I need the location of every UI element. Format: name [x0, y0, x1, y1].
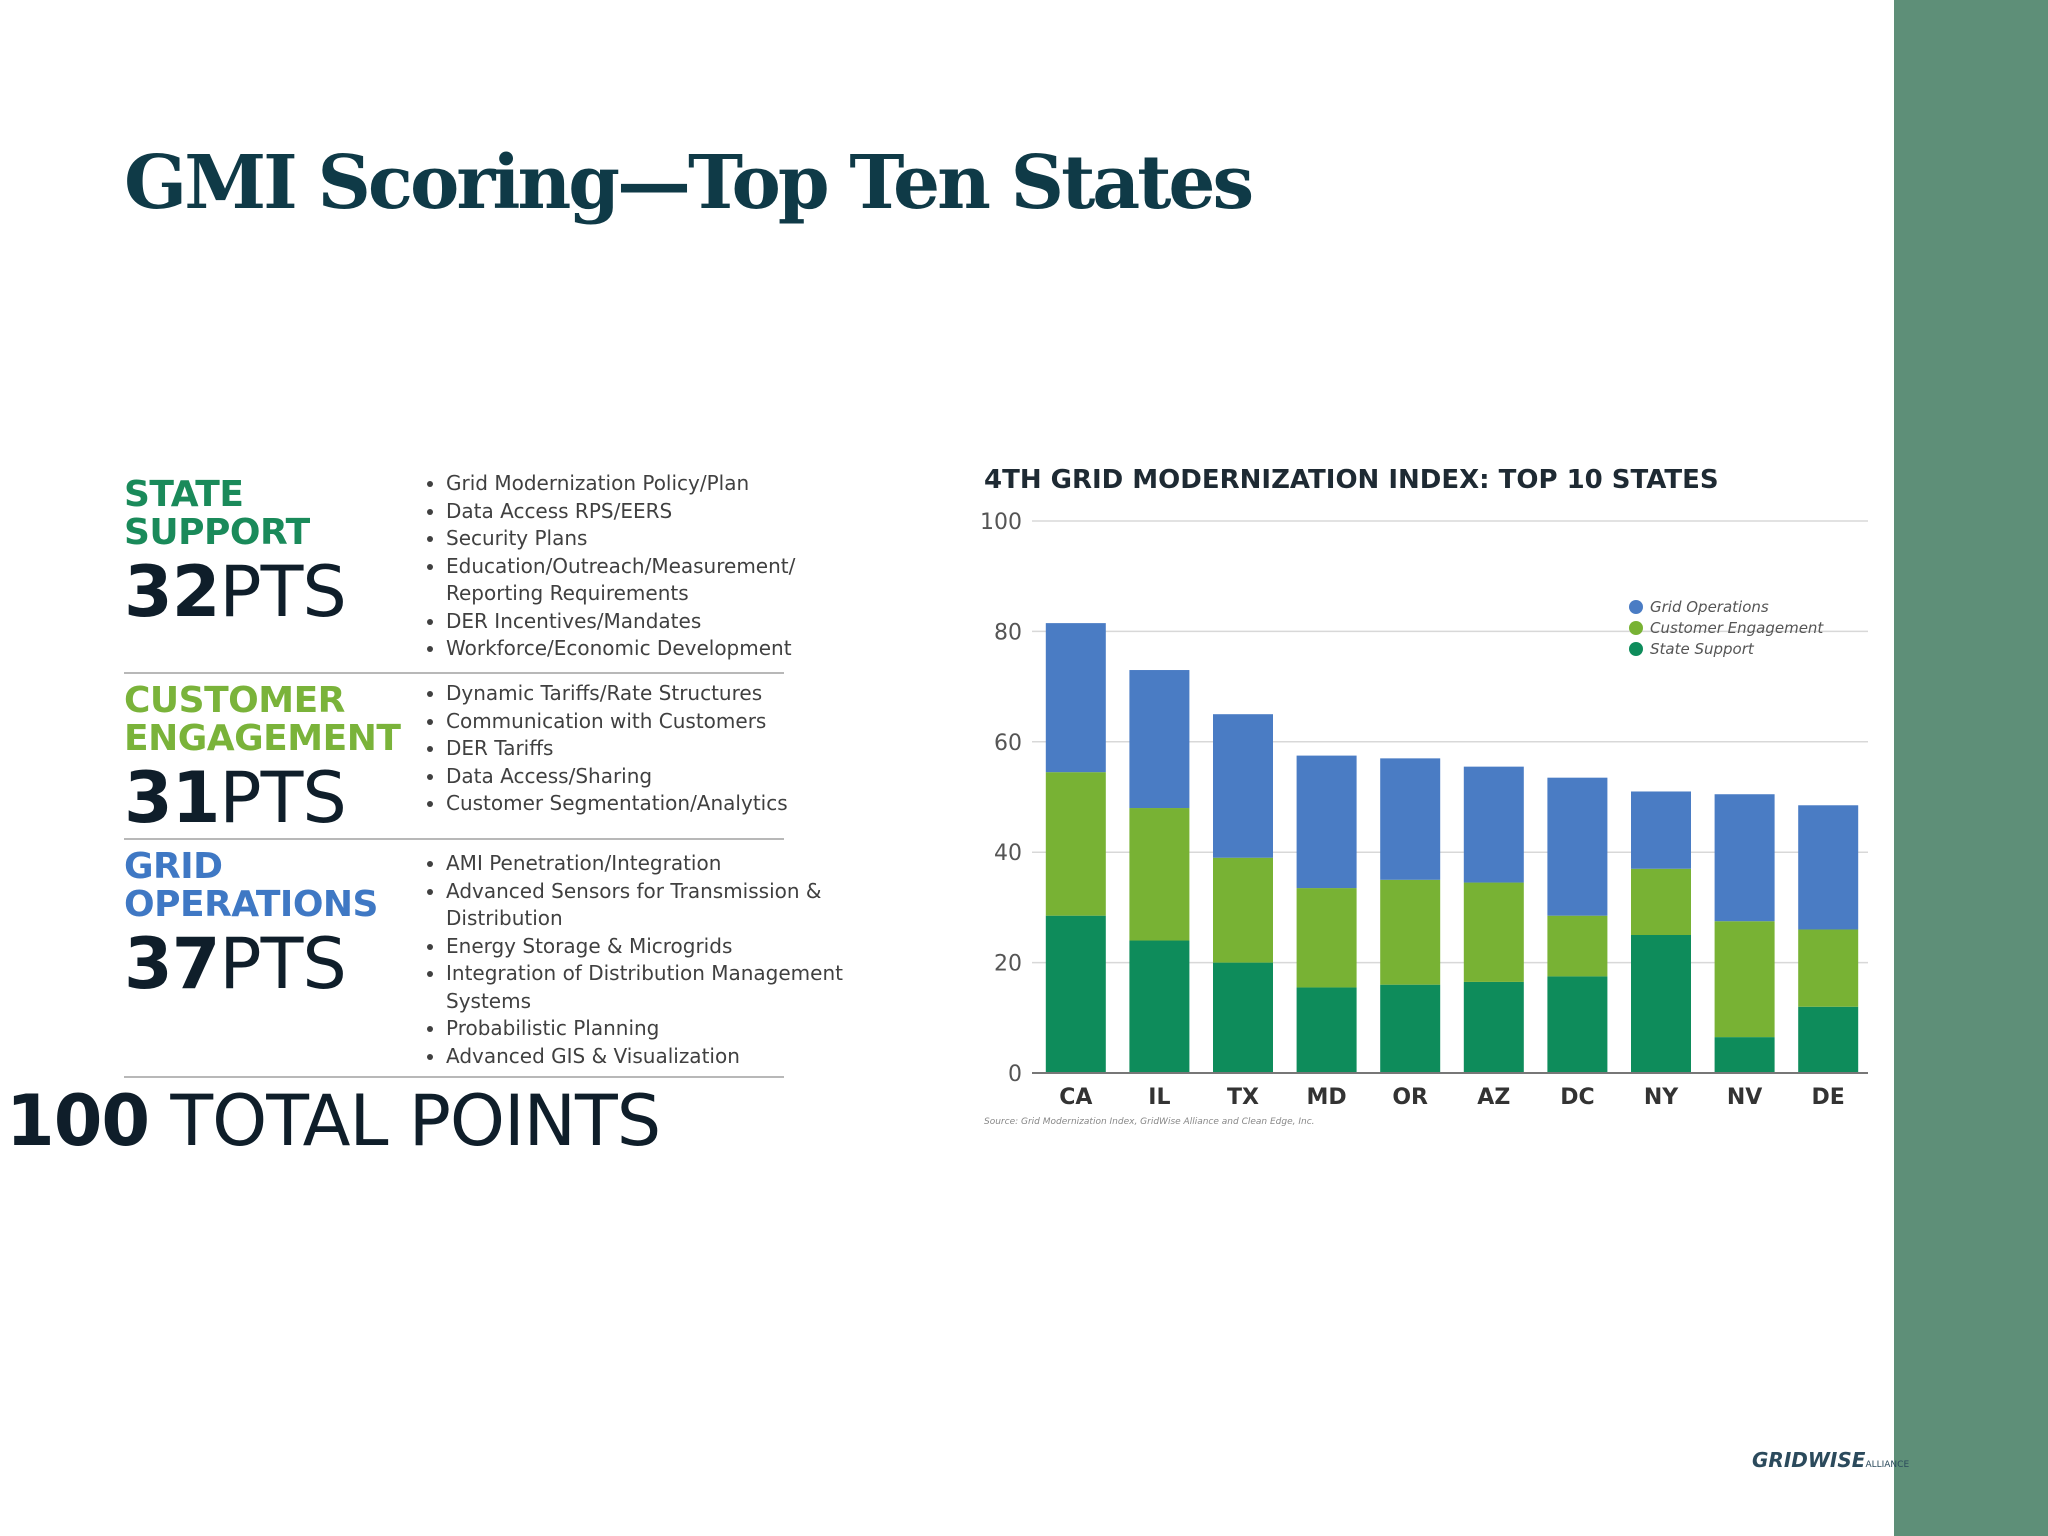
legend-label: Grid Operations [1650, 598, 1769, 616]
criteria-item: Grid Modernization Policy/Plan [446, 470, 846, 498]
category-label: STATE SUPPORT 32PTS [124, 474, 414, 633]
x-tick-label: OR [1392, 1085, 1428, 1110]
criteria-item: Education/Outreach/Measurement/ Reportin… [446, 553, 846, 608]
y-tick-label: 20 [994, 952, 1022, 977]
bar-segment [1631, 935, 1691, 1073]
criteria-item: Security Plans [446, 525, 846, 553]
divider [124, 838, 784, 840]
legend-label: State Support [1650, 640, 1755, 658]
bar-segment [1213, 962, 1273, 1073]
bar-segment [1798, 805, 1859, 930]
bar-segment [1714, 794, 1775, 922]
y-tick-label: 60 [994, 731, 1022, 756]
bar-segment [1714, 1037, 1775, 1073]
y-tick-label: 80 [994, 620, 1022, 645]
bar-segment [1296, 888, 1357, 988]
criteria-list: AMI Penetration/Integration Advanced Sen… [424, 850, 846, 1070]
criteria-item: Advanced GIS & Visualization [446, 1043, 846, 1071]
y-tick-label: 100 [980, 510, 1022, 535]
category-points: 32PTS [124, 551, 347, 633]
x-tick-label: DE [1812, 1085, 1845, 1110]
category-label: CUSTOMER ENGAGEMENT 31PTS [124, 680, 414, 839]
criteria-item: Advanced Sensors for Transmission & Dist… [446, 878, 846, 933]
x-tick-label: DC [1560, 1085, 1594, 1110]
x-tick-label: NY [1644, 1085, 1679, 1110]
category-name: STATE SUPPORT [124, 474, 310, 553]
criteria-item: Workforce/Economic Development [446, 635, 846, 663]
category-points: 31PTS [124, 757, 347, 839]
bar-segment [1129, 940, 1190, 1073]
x-tick-label: AZ [1477, 1085, 1510, 1110]
category-customer-engagement: CUSTOMER ENGAGEMENT 31PTS Dynamic Tariff… [124, 672, 804, 840]
gridwise-logo: GRIDWISEALLIANCE [1752, 1448, 1910, 1472]
y-tick-label: 0 [1008, 1062, 1022, 1087]
bar-segment [1380, 879, 1441, 985]
category-label: GRID OPERATIONS 37PTS [124, 846, 414, 1005]
bar-segment [1714, 921, 1775, 1038]
y-tick-label: 40 [994, 841, 1022, 866]
accent-band [1894, 0, 2048, 1536]
criteria-item: Data Access RPS/EERS [446, 498, 846, 526]
total-label: TOTAL POINTS [170, 1080, 661, 1162]
x-tick-label: NV [1727, 1085, 1762, 1110]
bar-segment [1463, 981, 1524, 1073]
bar-segment [1547, 777, 1608, 916]
bar-segment [1129, 808, 1190, 941]
bar-segment [1213, 857, 1273, 963]
category-grid-operations: GRID OPERATIONS 37PTS AMI Penetration/In… [124, 838, 843, 1076]
total-points: 100 TOTAL POINTS [6, 1080, 661, 1162]
bar-segment [1296, 755, 1357, 889]
criteria-item: Probabilistic Planning [446, 1015, 846, 1043]
x-tick-label: MD [1307, 1085, 1347, 1110]
scoring-panel: STATE SUPPORT 32PTS Grid Modernization P… [124, 460, 843, 1076]
bar-segment [1045, 623, 1106, 773]
legend-swatch [1629, 642, 1643, 656]
bar-segment [1380, 984, 1441, 1073]
category-state-support: STATE SUPPORT 32PTS Grid Modernization P… [124, 460, 804, 674]
bar-segment [1380, 758, 1441, 880]
bar-segment [1296, 987, 1357, 1073]
legend-swatch [1629, 600, 1643, 614]
legend-swatch [1629, 621, 1643, 635]
category-points: 37PTS [124, 923, 347, 1005]
criteria-item: Integration of Distribution Management S… [446, 960, 846, 1015]
bar-segment [1631, 791, 1691, 869]
bar-segment [1798, 1006, 1859, 1073]
x-tick-label: TX [1227, 1085, 1259, 1110]
criteria-item: DER Tariffs [446, 735, 846, 763]
category-name: GRID OPERATIONS [124, 846, 378, 925]
chart-title: 4TH GRID MODERNIZATION INDEX: TOP 10 STA… [984, 465, 1719, 495]
bar-segment [1798, 929, 1859, 1007]
bar-segment [1547, 915, 1608, 977]
bar-segment [1463, 766, 1524, 883]
criteria-item: Customer Segmentation/Analytics [446, 790, 846, 818]
bar-segment [1045, 915, 1106, 1073]
divider [124, 1076, 784, 1078]
criteria-list: Dynamic Tariffs/Rate Structures Communic… [424, 680, 846, 818]
criteria-item: Data Access/Sharing [446, 763, 846, 791]
x-tick-label: CA [1059, 1085, 1092, 1110]
legend-label: Customer Engagement [1650, 619, 1824, 637]
bar-segment [1045, 772, 1106, 916]
criteria-item: AMI Penetration/Integration [446, 850, 846, 878]
criteria-item: Dynamic Tariffs/Rate Structures [446, 680, 846, 708]
bar-segment [1129, 670, 1190, 809]
category-name: CUSTOMER ENGAGEMENT [124, 680, 401, 759]
chart-source: Source: Grid Modernization Index, GridWi… [984, 1117, 1315, 1127]
total-number: 100 [6, 1080, 150, 1162]
bar-segment [1463, 882, 1524, 982]
criteria-list: Grid Modernization Policy/Plan Data Acce… [424, 470, 846, 663]
x-tick-label: IL [1148, 1085, 1170, 1110]
divider [124, 672, 784, 674]
slide-title: GMI Scoring—Top Ten States [124, 140, 1254, 226]
bar-segment [1547, 976, 1608, 1073]
criteria-item: Communication with Customers [446, 708, 846, 736]
criteria-item: DER Incentives/Mandates [446, 608, 846, 636]
bar-segment [1631, 868, 1691, 935]
criteria-item: Energy Storage & Microgrids [446, 933, 846, 961]
bar-segment [1213, 714, 1273, 858]
